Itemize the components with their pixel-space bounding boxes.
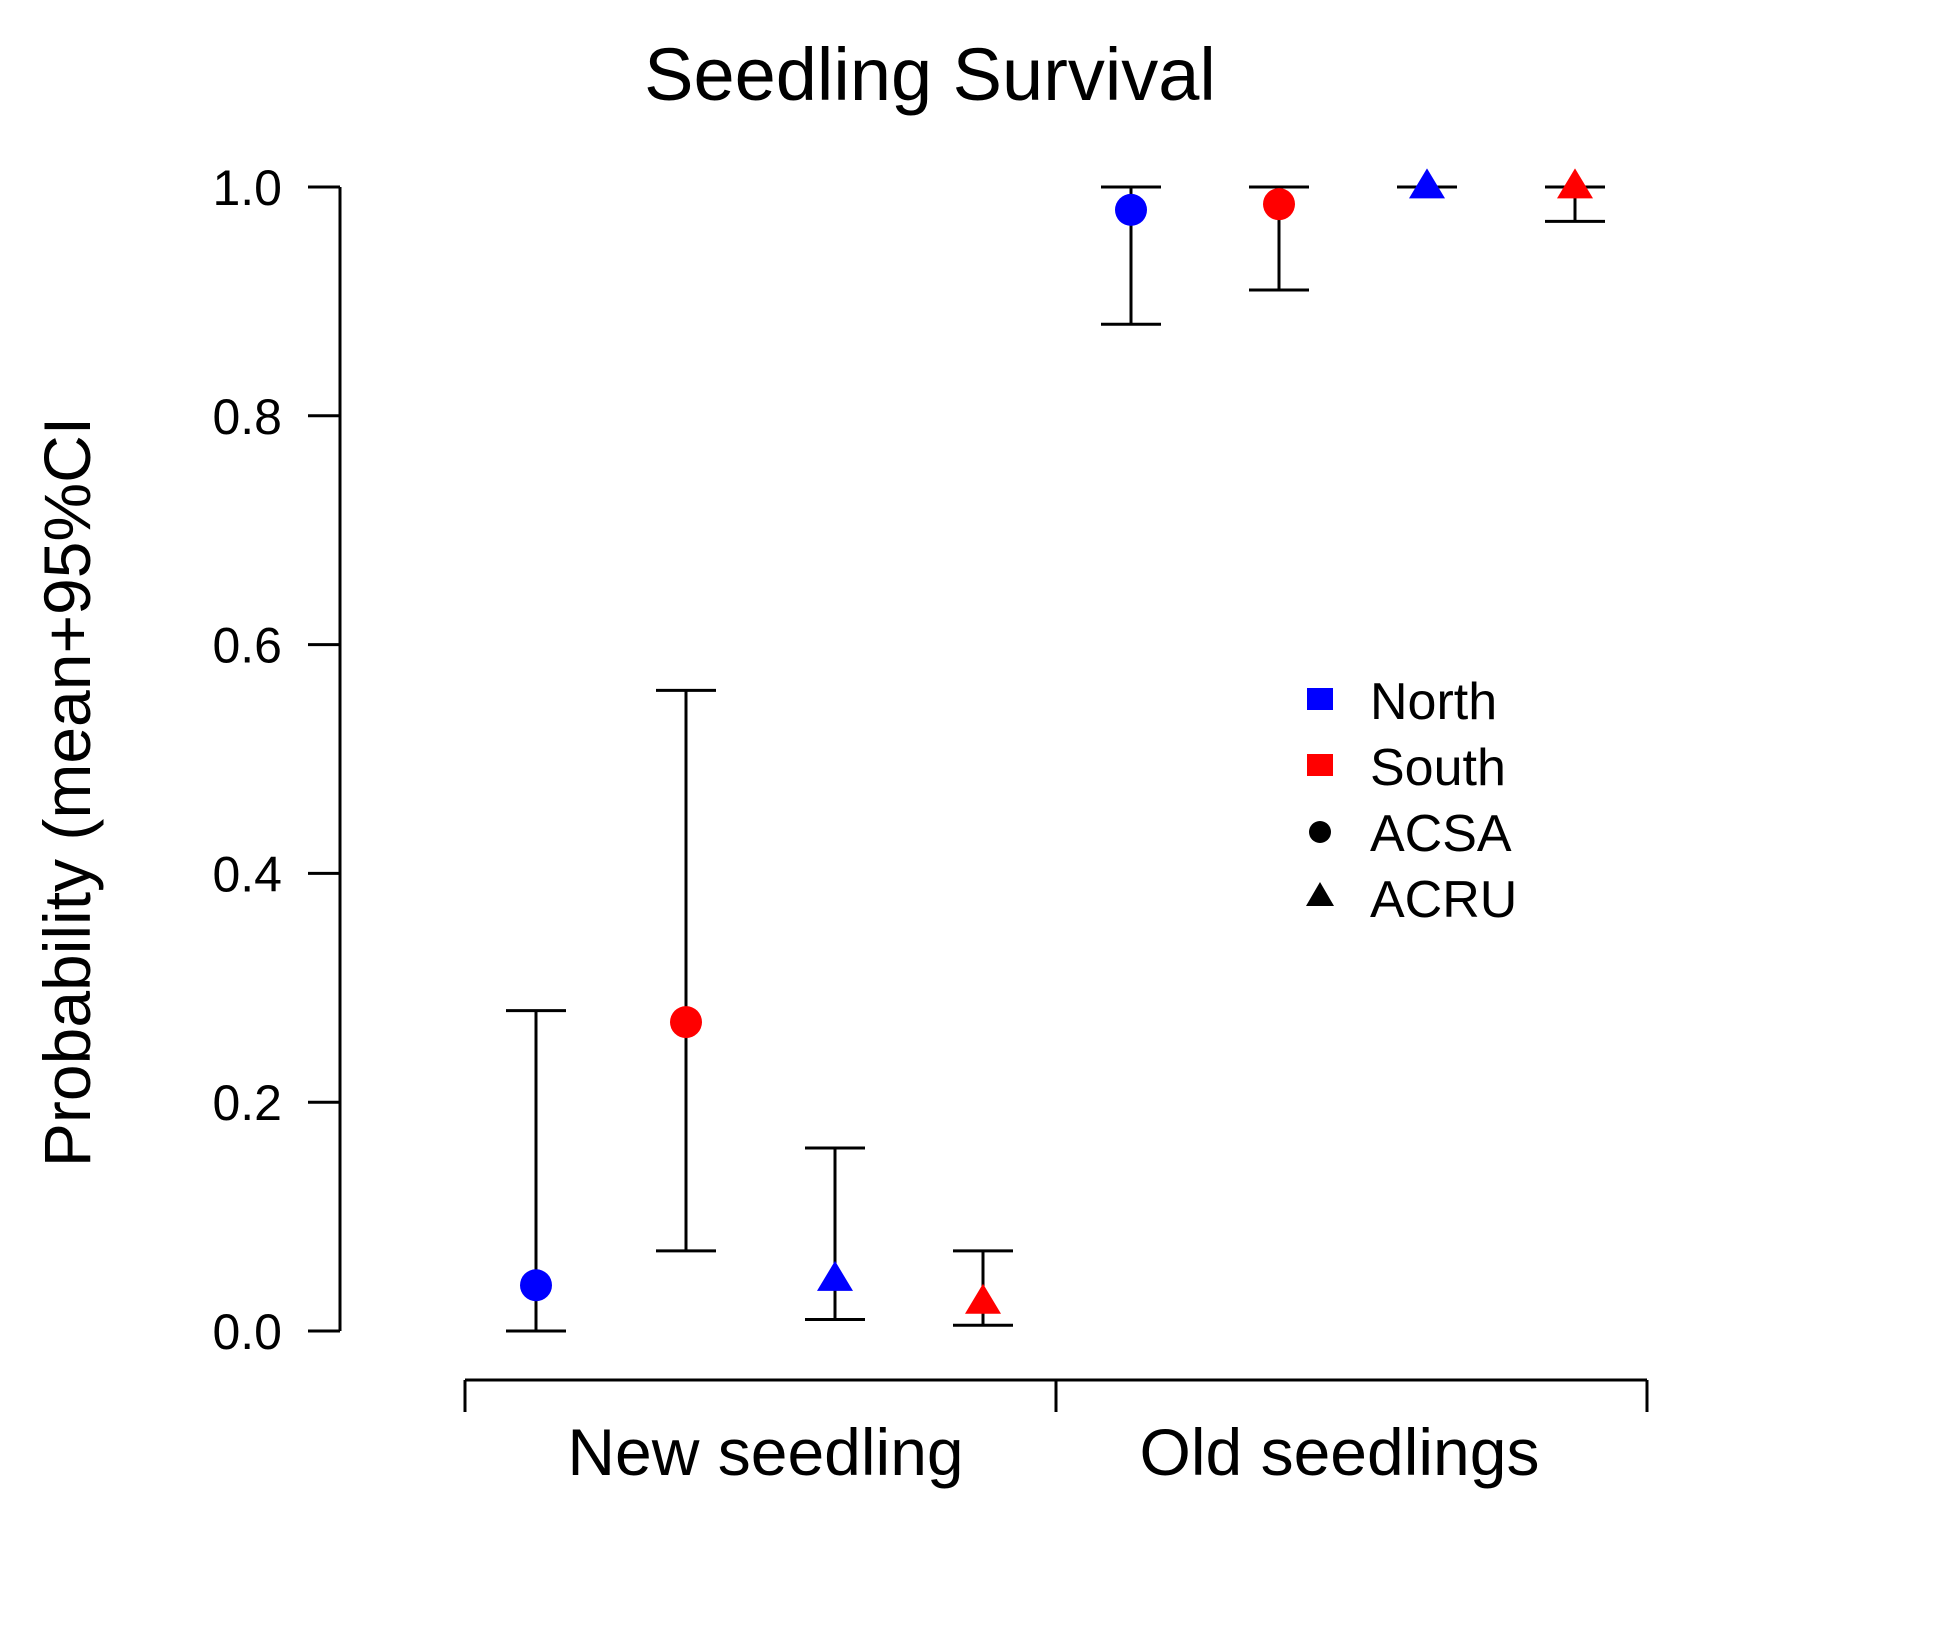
data-point-circle (670, 1006, 702, 1039)
chart-title: Seedling Survival (644, 33, 1216, 116)
data-point-triangle (1409, 168, 1445, 199)
y-tick-label: 0.2 (212, 1075, 282, 1131)
y-tick-label: 0.6 (212, 618, 282, 674)
legend-label: South (1370, 739, 1506, 797)
legend-marker-square (1307, 754, 1333, 776)
data-point-circle (1115, 193, 1147, 226)
data-point-triangle (1557, 168, 1593, 199)
x-group-label: Old seedlings (1140, 1415, 1540, 1489)
legend-marker-circle (1309, 821, 1331, 843)
legend-label: North (1370, 673, 1497, 731)
x-group-label: New seedling (567, 1415, 963, 1489)
y-tick-label: 0.4 (212, 846, 282, 902)
data-point-circle (520, 1269, 552, 1302)
legend-marker-triangle (1306, 882, 1334, 906)
legend-marker-square (1307, 688, 1333, 710)
legend-label: ACRU (1370, 871, 1517, 929)
data-point-triangle (817, 1260, 853, 1291)
legend-label: ACSA (1370, 805, 1512, 863)
y-tick-label: 1.0 (212, 160, 282, 216)
y-tick-label: 0.8 (212, 389, 282, 445)
data-point-circle (1263, 188, 1295, 221)
y-axis-label: Probability (mean+95%CI (30, 417, 104, 1167)
plot-area: 0.0 0.2 0.4 0.6 0.8 1.0 New seedling Old seedli… (212, 160, 1649, 1489)
y-tick-label: 0.0 (212, 1304, 282, 1360)
data-point-triangle (965, 1283, 1001, 1314)
